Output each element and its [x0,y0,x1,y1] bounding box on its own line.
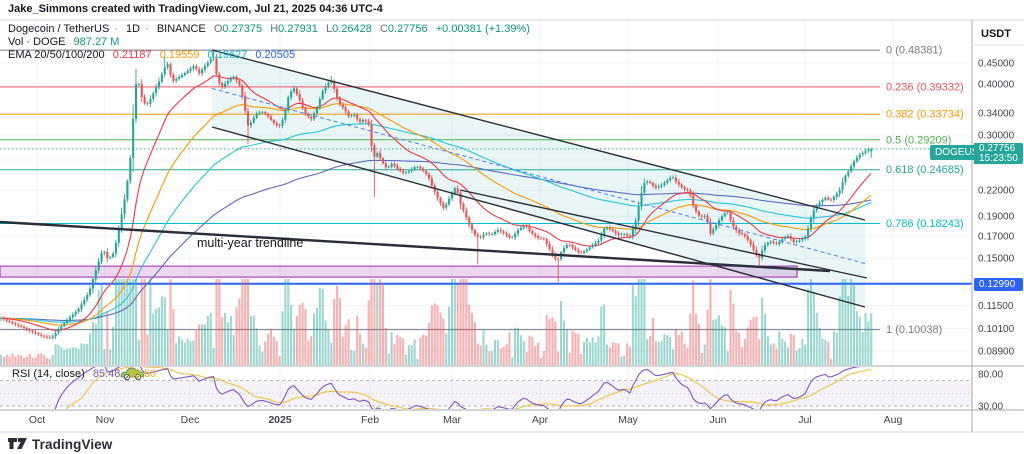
open-value: 0.27375 [222,23,263,35]
ema-200-line [1,159,872,321]
interval-label: 1D [126,23,141,35]
change-value: +0.00381 (+1.39%) [435,23,530,35]
time-axis-label: Nov [96,414,115,426]
ema-row[interactable]: EMA 20/50/100/200 0.21187 0.19559 0.1962… [8,49,535,61]
fib-level-label: 0.236 (0.39332) [886,81,964,93]
rsi-line [54,367,862,409]
fib-level-label: 0.5 (0.29209) [886,134,951,146]
rsi-band [0,380,972,406]
volume-bars [0,279,873,365]
rsi-legend-row[interactable]: RSI (14, close) 85.48 68.60 [12,368,161,380]
price-axis-label: 0.22000 [978,186,1015,197]
ema-20-line [0,75,872,331]
rsi-axis-label: 80.00 [978,370,1003,381]
bar-countdown: 15:23:50 [979,152,1018,164]
green-car-sticker[interactable] [120,367,144,381]
symbol-row[interactable]: Dogecoin / TetherUS · 1D · BINANCE O0.2737… [8,23,535,35]
chart-legend: Dogecoin / TetherUS · 1D · BINANCE O0.2737… [8,23,535,62]
current-price: 0.27756 [979,143,1016,154]
support-zone [0,265,798,278]
high-value: 0.27931 [278,23,318,35]
price-axis-label: 0.40000 [978,79,1015,90]
time-axis-label: May [618,414,639,426]
price-axis-label: 0.11500 [978,301,1014,312]
separator: · [145,23,149,35]
wedge-trendline [459,189,868,279]
tradingview-logo[interactable]: TradingView [8,436,112,453]
ema100-value: 0.19627 [207,49,248,61]
fib-level-label: 1 (0.10038) [886,324,942,336]
ema20-value: 0.21187 [112,49,152,61]
price-axis-label: 0.34000 [978,108,1015,119]
time-axis-label: Dec [181,414,200,426]
price-axis-label: 0.08900 [978,347,1015,358]
attribution-text: Jake_Simmons created with TradingView.co… [8,3,383,15]
close-value: 0.27756 [387,23,428,35]
volume-value: 987.27 M [73,36,120,48]
low-value: 0.26428 [332,23,372,35]
channel-lower-trendline [211,126,866,308]
channel-upper-trendline [211,49,866,221]
time-axis-label: Feb [361,414,379,426]
volume-label: Vol · DOGE [8,36,66,48]
rsi-ma-value: 68.60 [128,368,156,380]
ema-50-line [1,103,872,326]
price-axis-label: 0.45000 [978,59,1015,70]
rsi-value: 85.48 [92,368,121,380]
open-letter: O [213,23,223,35]
candles [0,50,873,340]
time-axis-label: Jun [710,414,727,426]
ema-label: EMA 20/50/100/200 [8,49,105,61]
high-letter: H [270,23,279,35]
channel-midline-dashed [211,88,866,264]
ema-100-line [1,123,872,323]
tradingview-logo-icon [8,438,27,449]
rsi-label: RSI (14, close) [12,368,85,380]
rsi-axis-label: 30.00 [978,402,1003,413]
separator: · [114,23,118,35]
current-price-badge[interactable]: 0.27756 15:23:50 [974,143,1023,164]
multi-year-trendline [0,220,831,273]
ema200-value: 0.20505 [255,49,296,61]
price-axis-unit: USDT [981,28,1011,40]
symbol-title: Dogecoin / TetherUS [8,23,110,35]
time-axis-label: Apr [532,414,549,426]
low-letter: L [325,23,333,35]
blue-level-badge[interactable]: 0.12990 [974,278,1023,291]
time-axis-label: 2025 [268,414,292,426]
exchange-label: BINANCE [156,23,206,35]
price-axis-label: 0.17000 [978,231,1015,242]
price-axis-label: 0.30000 [978,131,1015,142]
time-axis-label: Mar [443,414,462,426]
price-axis-label: 0.10100 [978,324,1015,335]
grid [0,20,972,410]
time-axis-label: Oct [29,414,45,426]
ema50-value: 0.19559 [159,49,200,61]
fib-level-label: 0.618 (0.24685) [886,164,964,176]
price-axis-label: 0.15000 [978,254,1015,265]
time-axis-label: Aug [884,414,903,426]
tradingview-logo-text: TradingView [32,437,113,452]
time-axis-label: Jul [798,414,811,426]
volume-row[interactable]: Vol · DOGE 987.27 M [8,36,535,48]
fib-level-label: 0 (0.48381) [886,45,942,57]
fib-level-label: 0.382 (0.33734) [886,109,964,121]
fib-level-label: 0.786 (0.18243) [886,218,964,230]
close-letter: C [379,23,388,35]
price-axis-label: 0.19000 [978,212,1015,223]
trendline-annotation[interactable]: multi-year trendline [197,236,304,250]
